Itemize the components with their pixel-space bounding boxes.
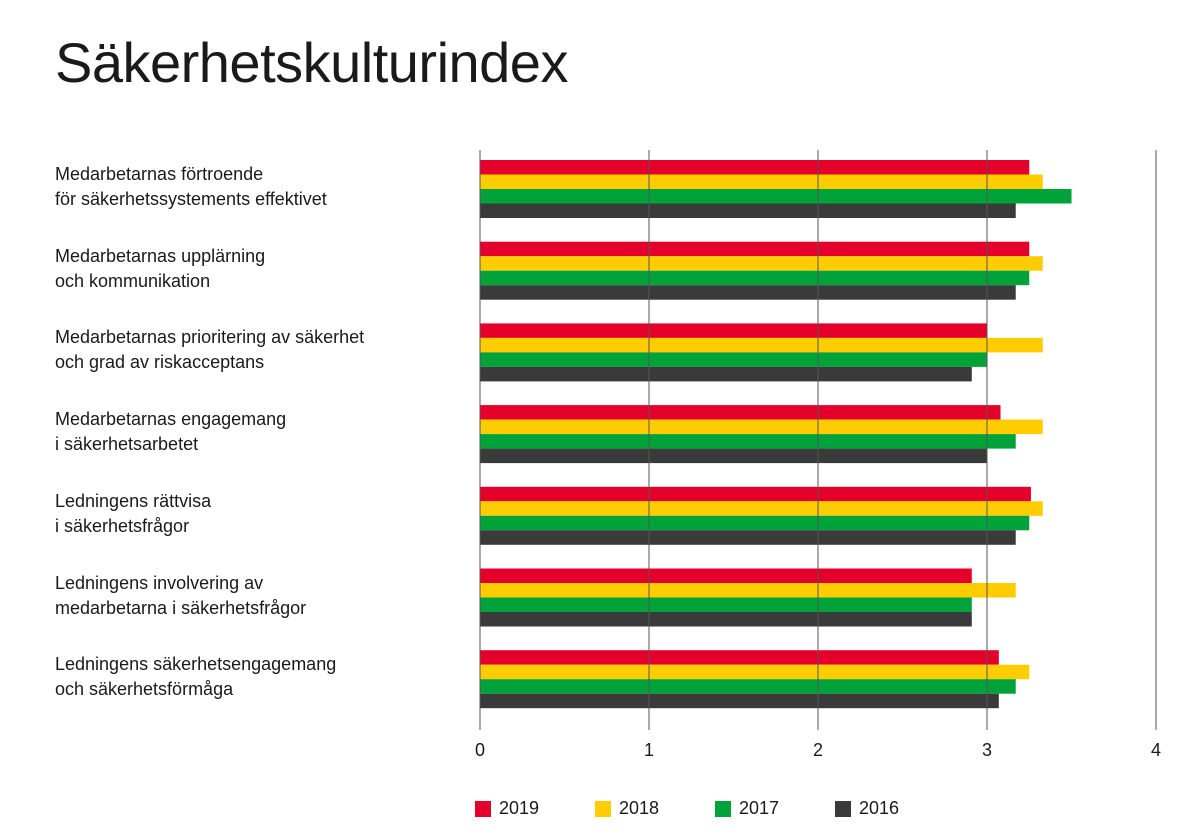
bar-2019-2	[480, 323, 987, 338]
bar-2018-4	[480, 501, 1043, 516]
category-label: Medarbetarnas prioritering av säkerhet oc…	[55, 325, 455, 375]
bar-2016-1	[480, 285, 1016, 300]
bar-2018-2	[480, 337, 1043, 353]
bar-2017-2	[480, 352, 987, 367]
bar-2016-4	[480, 530, 1016, 545]
category-label: Medarbetarnas engagemang i säkerhetsarbet…	[55, 407, 455, 457]
legend-label: 2019	[499, 798, 540, 818]
bar-2018-6	[480, 664, 1030, 680]
legend-item-2017: 2017	[715, 798, 835, 819]
bar-2016-6	[480, 693, 999, 709]
chart-title: Säkerhetskulturindex	[55, 31, 568, 94]
legend-swatch	[595, 800, 611, 817]
bar-2019-5	[480, 568, 972, 583]
bar-2018-0	[480, 174, 1043, 189]
bar-2017-0	[480, 189, 1072, 204]
chart-legend: 2019 2018 2017 2016	[475, 798, 955, 819]
x-tick-label: 0	[475, 740, 485, 760]
x-tick-label: 1	[644, 740, 654, 760]
bar-2018-3	[480, 419, 1043, 435]
legend-label: 2016	[859, 798, 900, 818]
category-label-line: Ledningens säkerhetsengagemang	[55, 654, 337, 675]
legend-item-2018: 2018	[595, 798, 715, 819]
category-label: Ledningens involvering av medarbetarna i …	[55, 571, 455, 621]
category-label-line: Medarbetarnas prioritering av säkerhet	[55, 327, 365, 348]
category-label: Medarbetarnas förtroende för säkerhetssys…	[55, 162, 455, 212]
category-label-line: Ledningens rättvisa	[55, 490, 212, 511]
category-label-line: och grad av riskacceptans	[55, 352, 265, 373]
category-label-line: Ledningens involvering av	[55, 572, 264, 593]
x-tick-label: 2	[813, 740, 823, 760]
category-label: Ledningens rättvisa i säkerhetsfrågor	[55, 489, 455, 539]
legend-swatch	[715, 800, 731, 817]
bar-2017-4	[480, 515, 1030, 531]
category-label-line: Medarbetarnas förtroende	[55, 164, 264, 184]
bar-2016-0	[480, 203, 1016, 218]
category-label-line: och kommunikation	[55, 270, 211, 291]
bar-2018-1	[480, 256, 1043, 271]
bar-2018-5	[480, 583, 1016, 598]
category-label: Medarbetarnas upplärning och kommunikatio…	[55, 244, 455, 294]
x-tick-label: 3	[982, 740, 992, 760]
category-label-line: Medarbetarnas upplärning	[55, 245, 266, 266]
bar-2016-2	[480, 366, 972, 382]
category-label: Ledningens säkerhetsengagemang och säkerh…	[55, 652, 455, 702]
bar-2017-3	[480, 434, 1016, 449]
bar-2017-6	[480, 679, 1016, 694]
legend-swatch	[475, 800, 491, 817]
legend-item-2016: 2016	[835, 798, 955, 819]
bar-2019-0	[480, 160, 1030, 175]
category-label-line: i säkerhetsfrågor	[55, 515, 190, 536]
legend-swatch	[835, 800, 851, 817]
legend-item-2019: 2019	[475, 798, 595, 819]
bar-2017-1	[480, 270, 1030, 286]
bar-2019-6	[480, 650, 999, 665]
category-label-line: medarbetarna i säkerhetsfrågor	[55, 597, 307, 618]
legend-label: 2018	[619, 798, 660, 818]
bar-2019-1	[480, 241, 1030, 257]
category-label-line: Medarbetarnas engagemang	[55, 409, 287, 430]
bar-2016-3	[480, 448, 987, 464]
category-label-line: för säkerhetssystements effektivet	[55, 189, 327, 209]
x-tick-label: 4	[1151, 740, 1161, 760]
bar-2019-3	[480, 405, 1001, 420]
bar-2017-5	[480, 597, 972, 612]
legend-label: 2017	[739, 798, 780, 818]
category-label-line: i säkerhetsarbetet	[55, 434, 199, 455]
bar-2019-4	[480, 486, 1031, 502]
bar-2016-5	[480, 612, 972, 627]
category-label-line: och säkerhetsförmåga	[55, 679, 234, 700]
